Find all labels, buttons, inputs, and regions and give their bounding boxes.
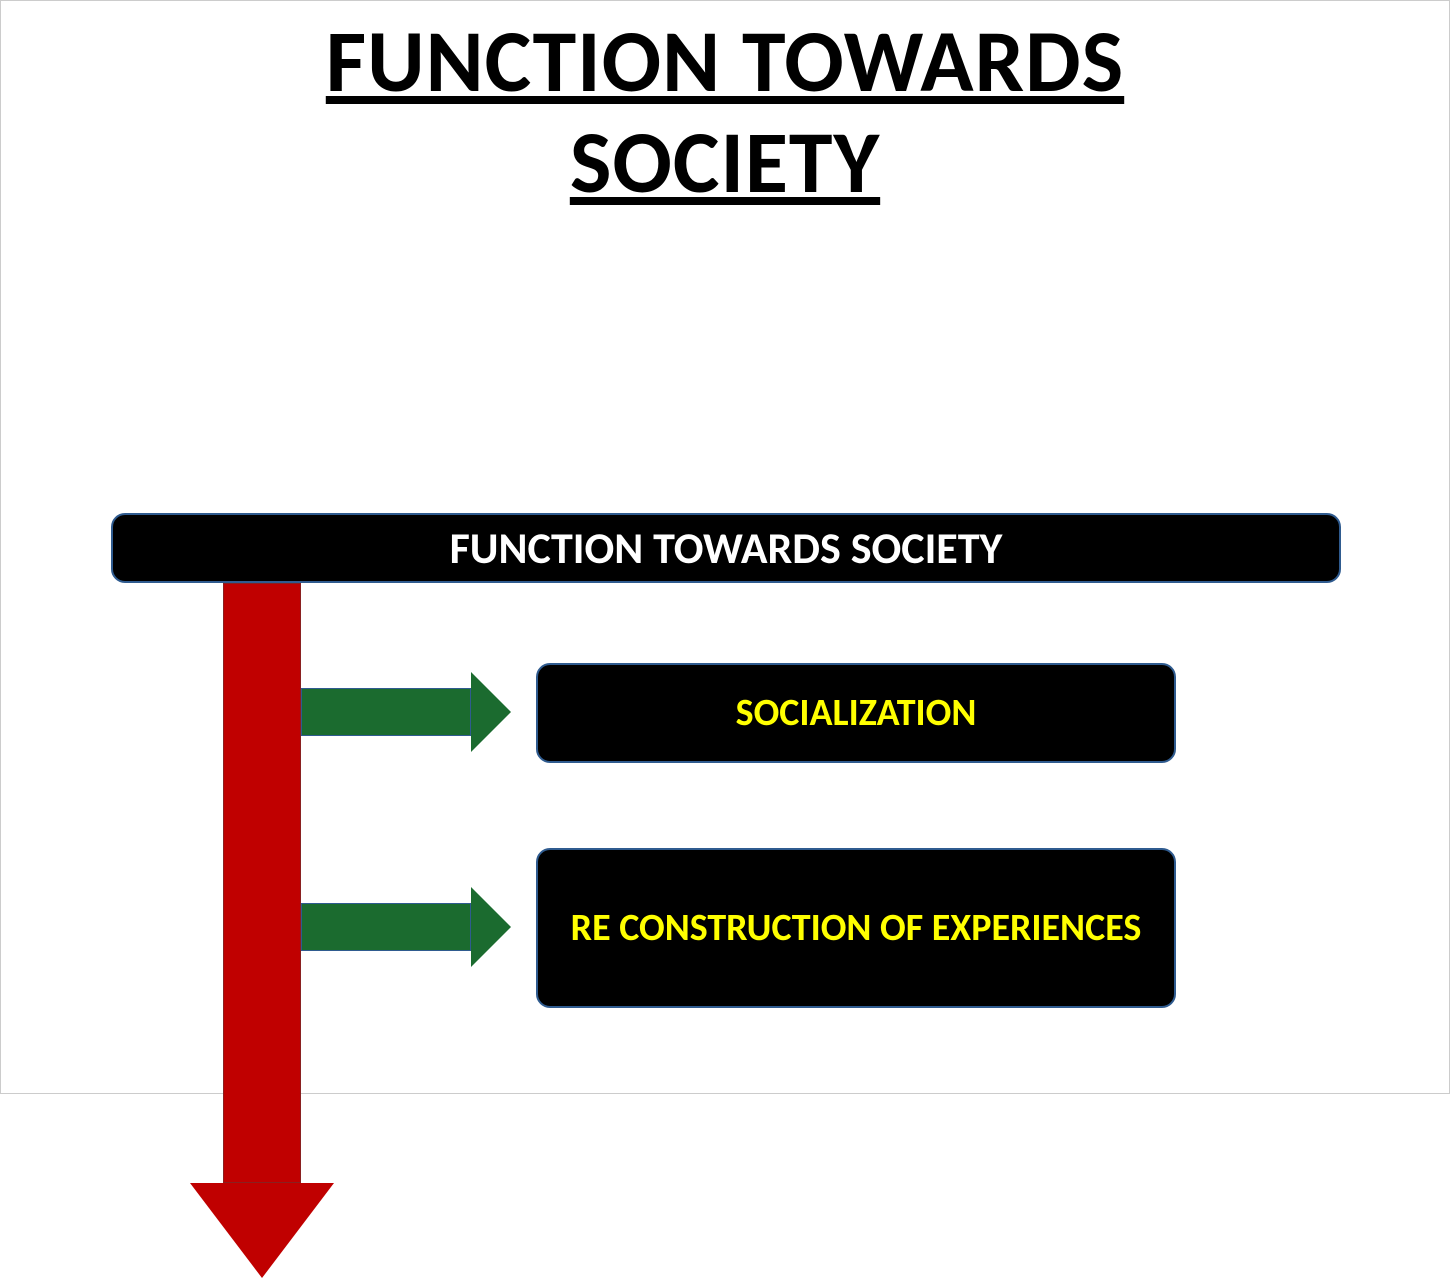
branch-arrow-head-icon	[471, 887, 511, 967]
page-title: FUNCTION TOWARDS SOCIETY	[1, 1, 1449, 213]
vertical-arrow-shaft	[223, 583, 301, 1183]
title-line-2: SOCIETY	[570, 108, 880, 216]
diagram-canvas: FUNCTION TOWARDS SOCIETY SOCIALIZATION R…	[1, 213, 1449, 1013]
branch-box: RE CONSTRUCTION OF EXPERIENCES	[536, 848, 1176, 1008]
branch-box-label: RE CONSTRUCTION OF EXPERIENCES	[571, 905, 1142, 951]
title-line-1: FUNCTION TOWARDS	[326, 7, 1124, 115]
branch-box: SOCIALIZATION	[536, 663, 1176, 763]
branch-box-label: SOCIALIZATION	[736, 690, 977, 736]
header-box-label: FUNCTION TOWARDS SOCIETY	[450, 521, 1003, 575]
header-box: FUNCTION TOWARDS SOCIETY	[111, 513, 1341, 583]
branch-arrow-shaft	[301, 903, 471, 951]
vertical-arrow-head-icon	[190, 1183, 334, 1278]
branch-arrow-shaft	[301, 688, 471, 736]
branch-arrow-head-icon	[471, 672, 511, 752]
